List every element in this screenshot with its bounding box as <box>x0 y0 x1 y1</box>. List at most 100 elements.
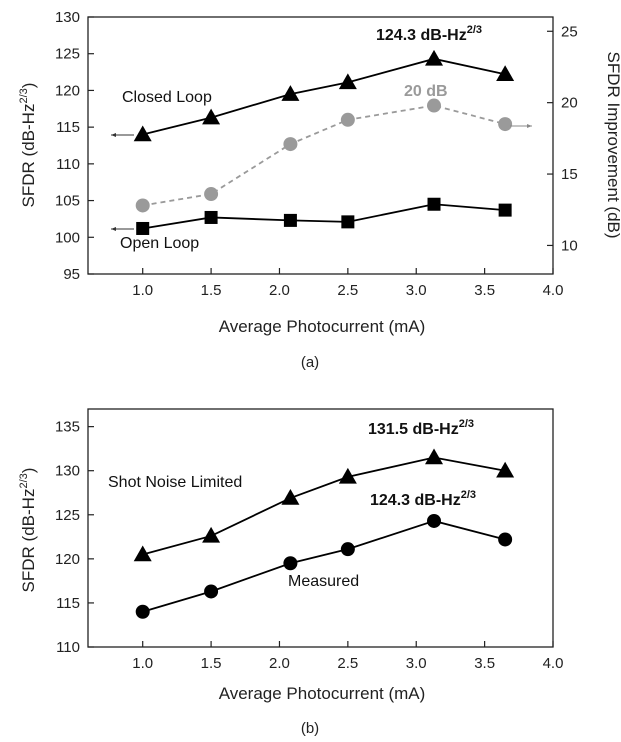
panel-a-x-tick-label: 4.0 <box>543 282 564 299</box>
panel-a-y2-tick-label: 15 <box>561 166 578 183</box>
panel-a-improvement-annotation: 20 dB <box>404 83 448 100</box>
panel-a-x-tick-label: 3.5 <box>474 282 495 299</box>
panel-a-closed-loop-point <box>496 65 515 82</box>
panel-a-series-2-line <box>142 104 506 207</box>
panel-b-y-tick-label: 120 <box>55 551 80 568</box>
panel-a-closed-loop-point <box>281 85 300 101</box>
panel-b-shot-noise-peak-main: 131.5 dB-Hz <box>368 421 459 438</box>
panel-a-series-2-point <box>340 112 355 127</box>
panel-b-measured-point <box>498 532 513 547</box>
panel-a-y-axis-label-exp: 2/3 <box>18 88 30 103</box>
panel-b-y-ticks: 110 115 120 125 130 135 <box>55 419 94 656</box>
panel-b-shot-noise-label: Shot Noise Limited <box>108 474 242 491</box>
panel-b-y-tick-label: 135 <box>55 419 80 436</box>
panel-a-y-tick-label: 115 <box>56 119 80 136</box>
panel-a-improvement-right-arrow <box>510 124 532 128</box>
panel-b-x-tick-label: 2.5 <box>337 655 358 672</box>
panel-b-x-ticks: 1.0 1.5 2.0 2.5 3.0 3.5 4.0 <box>132 641 563 672</box>
panel-b-shot-noise-limited-point <box>338 467 357 484</box>
panel-b-y-axis-label-close: ) <box>19 468 38 474</box>
panel-a-x-axis-label: Average Photocurrent (mA) <box>219 317 426 336</box>
panel-b-x-axis-label: Average Photocurrent (mA) <box>219 684 426 703</box>
panel-a-series-2-point <box>135 198 150 213</box>
panel-a-peak-exp: 2/3 <box>467 24 482 36</box>
panel-b-measured-point <box>204 584 219 599</box>
panel-b-measured-peak-main: 124.3 dB-Hz <box>370 492 461 509</box>
panel-a: 1.0 1.5 2.0 2.5 3.0 3.5 4.0 95 100 105 110 115 120 1… <box>18 9 621 371</box>
panel-a-x-tick-label: 3.0 <box>406 282 427 299</box>
panel-a-y-tick-label: 100 <box>55 229 80 246</box>
panel-b-measured-point <box>283 556 298 571</box>
panel-b-plot-frame <box>87 408 554 648</box>
panel-a-y-tick-label: 120 <box>55 82 80 99</box>
panel-b-shot-noise-limited-point <box>202 526 221 543</box>
panel-a-open-loop-point <box>498 203 512 217</box>
panel-a-y2-tick-label: 20 <box>561 95 578 112</box>
panel-a-closed-loop-point <box>338 73 357 90</box>
panel-a-y2-tick-label: 10 <box>561 237 578 254</box>
panel-a-open-loop-point <box>283 213 297 227</box>
panel-b-y-tick-label: 125 <box>55 507 80 524</box>
panel-a-y-axis-label: SFDR (dB-Hz2/3) <box>18 83 38 208</box>
panel-a-x-tick-label: 2.5 <box>337 282 358 299</box>
panel-a-closed-loop-left-arrow <box>111 133 134 137</box>
panel-b-shot-noise-limited-line <box>142 456 506 556</box>
panel-a-y-ticks: 95 100 105 110 115 120 125 130 <box>55 9 94 283</box>
panel-a-series-2-point <box>427 98 442 113</box>
panel-a-plot-frame <box>87 16 554 275</box>
panel-b-x-tick-label: 3.5 <box>474 655 495 672</box>
panel-b-shot-noise-limited-point <box>133 545 152 562</box>
panel-a-closed-loop-label: Closed Loop <box>122 89 212 106</box>
panel-a-y-tick-label: 110 <box>56 156 80 173</box>
panel-b-label: (b) <box>301 720 319 737</box>
panel-a-closed-loop-point <box>133 125 152 142</box>
panel-a-series-2-point <box>498 117 513 132</box>
panel-b-y-tick-label: 110 <box>56 639 80 656</box>
panel-b-measured-label: Measured <box>288 573 359 590</box>
panel-b-y-axis-label-main: SFDR (dB-Hz <box>19 489 38 593</box>
panel-a-open-loop-label: Open Loop <box>120 235 199 252</box>
panel-b-shot-noise-limited-point <box>496 461 515 478</box>
panel-a-open-loop-point <box>341 215 355 229</box>
panel-a-open-loop-line <box>142 203 506 230</box>
panel-a-series-2-point <box>283 137 298 152</box>
panel-b-x-tick-label: 1.5 <box>201 655 222 672</box>
panel-b-y-tick-label: 115 <box>56 595 80 612</box>
panel-a-closed-loop-line <box>142 57 506 136</box>
panel-b-y-axis-label-exp: 2/3 <box>18 473 30 488</box>
panel-b-y-axis-label: SFDR (dB-Hz2/3) <box>18 468 38 593</box>
panel-b-series <box>133 448 515 619</box>
panel-a-y-axis-label-main: SFDR (dB-Hz <box>19 104 38 208</box>
panel-a-y-tick-label: 125 <box>55 46 80 63</box>
panel-a-y-tick-label: 95 <box>63 266 80 283</box>
panel-b-x-tick-label: 3.0 <box>406 655 427 672</box>
panel-a-y-axis-label-close: ) <box>19 83 38 89</box>
panel-a-open-loop-left-arrow <box>111 227 134 231</box>
panel-a-peak-main: 124.3 dB-Hz <box>376 27 467 44</box>
panel-b-measured-point <box>135 604 150 619</box>
panel-b-measured-point <box>427 513 442 528</box>
panel-a-y-tick-label: 130 <box>55 9 80 26</box>
panel-b: 1.0 1.5 2.0 2.5 3.0 3.5 4.0 110 115 120 125 130 135… <box>18 408 563 737</box>
panel-a-open-loop-point <box>204 210 218 224</box>
panel-a-open-loop-point <box>136 221 150 235</box>
panel-b-shot-noise-peak-exp: 2/3 <box>459 418 474 430</box>
panel-a-y2-ticks: 10 15 20 25 <box>547 23 578 254</box>
panel-a-x-tick-label: 2.0 <box>269 282 290 299</box>
panel-a-closed-loop-point <box>202 108 221 125</box>
panel-b-measured-peak-annotation: 124.3 dB-Hz2/3 <box>370 489 476 509</box>
panel-a-y-tick-label: 105 <box>55 193 80 210</box>
panel-a-x-tick-label: 1.0 <box>132 282 153 299</box>
panel-b-measured-peak-exp: 2/3 <box>461 489 476 501</box>
panel-a-x-ticks: 1.0 1.5 2.0 2.5 3.0 3.5 4.0 <box>132 268 563 299</box>
panel-a-x-tick-label: 1.5 <box>201 282 222 299</box>
panel-b-shot-noise-limited-point <box>281 489 300 505</box>
panel-a-series-2-point <box>204 187 219 202</box>
panel-a-open-loop-point <box>427 197 441 211</box>
panel-b-y-tick-label: 130 <box>55 463 80 480</box>
panel-b-x-tick-label: 4.0 <box>543 655 564 672</box>
panel-a-y2-axis-label: SFDR Improvement (dB) <box>604 51 621 238</box>
panel-a-series <box>133 49 515 235</box>
panel-b-x-tick-label: 2.0 <box>269 655 290 672</box>
